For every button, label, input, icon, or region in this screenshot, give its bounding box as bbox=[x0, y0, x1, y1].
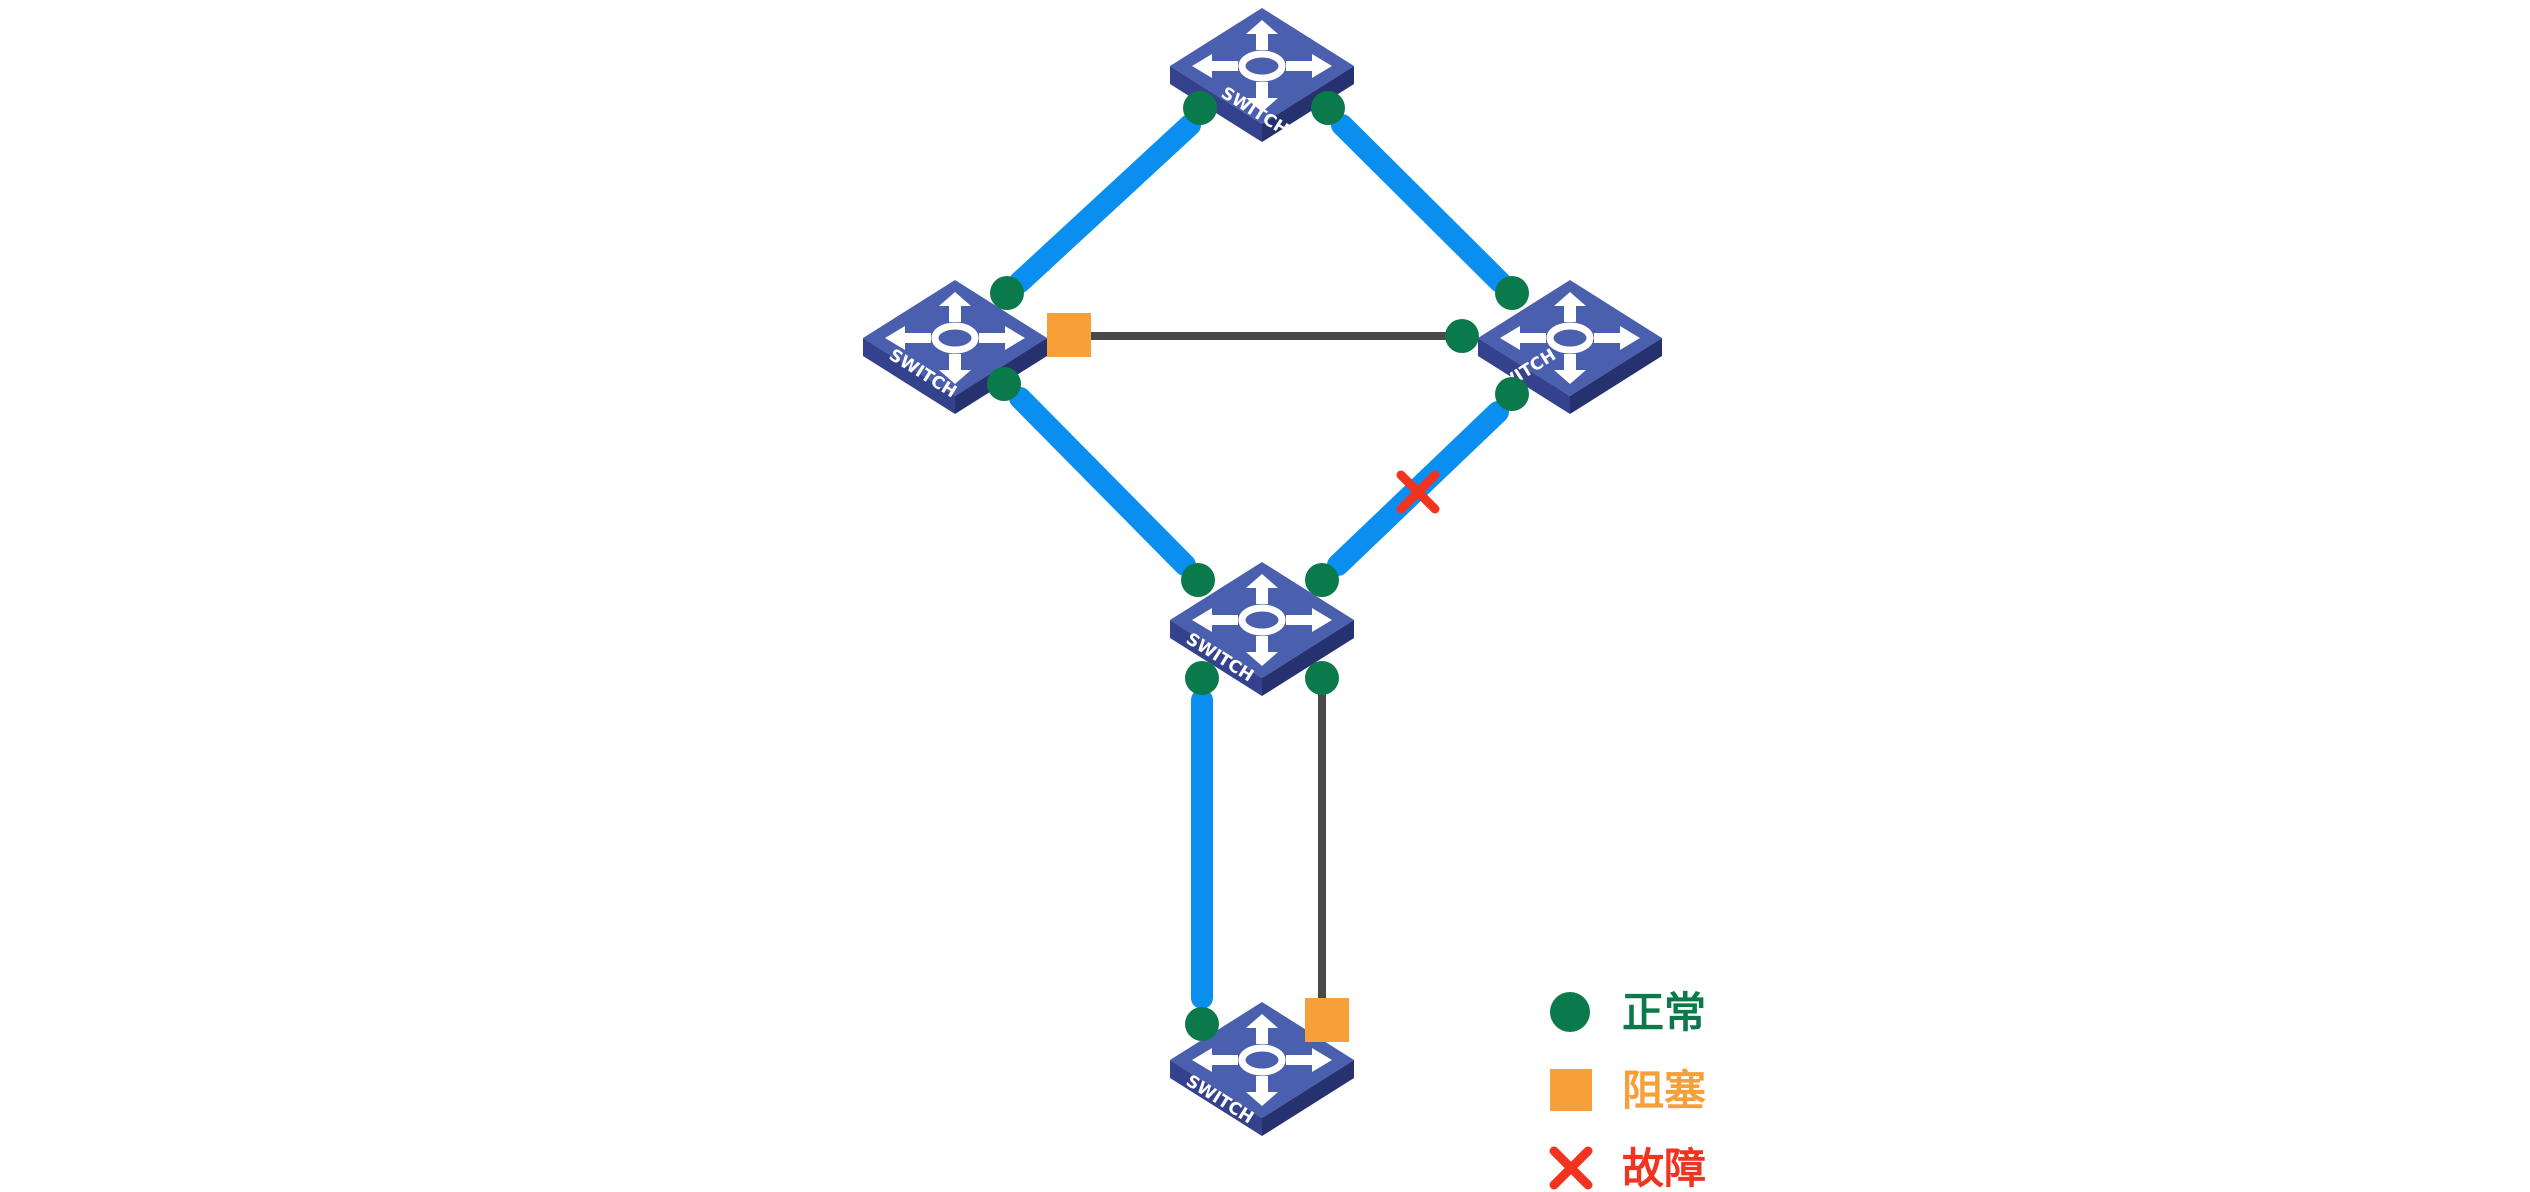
port-normal bbox=[1183, 91, 1217, 125]
legend-blocked-label: 阻塞 bbox=[1622, 1066, 1706, 1115]
legend: 正常 阻塞 故障 bbox=[1549, 988, 1706, 1192]
port-blocked bbox=[1305, 998, 1349, 1042]
legend-fault-label: 故障 bbox=[1622, 1144, 1706, 1192]
port-normal bbox=[1185, 661, 1219, 695]
port-normal bbox=[1185, 1007, 1219, 1041]
port-normal bbox=[1445, 319, 1479, 353]
ports-layer bbox=[987, 91, 1529, 1042]
port-normal bbox=[1311, 91, 1345, 125]
port-normal bbox=[990, 276, 1024, 310]
port-normal bbox=[1495, 377, 1529, 411]
port-normal bbox=[1305, 661, 1339, 695]
port-normal bbox=[1495, 276, 1529, 310]
link-top-left bbox=[1009, 114, 1201, 293]
legend-blocked-icon bbox=[1550, 1069, 1592, 1111]
legend-normal-icon bbox=[1550, 992, 1590, 1032]
link-top-right bbox=[1331, 114, 1511, 293]
port-normal bbox=[987, 367, 1021, 401]
legend-normal-label: 正常 bbox=[1622, 988, 1706, 1037]
fault-mark bbox=[1396, 470, 1440, 514]
port-normal bbox=[1181, 563, 1215, 597]
legend-fault-icon bbox=[1549, 1146, 1593, 1190]
port-normal bbox=[1305, 563, 1339, 597]
port-blocked bbox=[1047, 313, 1091, 357]
link-left-center bbox=[1009, 387, 1196, 576]
